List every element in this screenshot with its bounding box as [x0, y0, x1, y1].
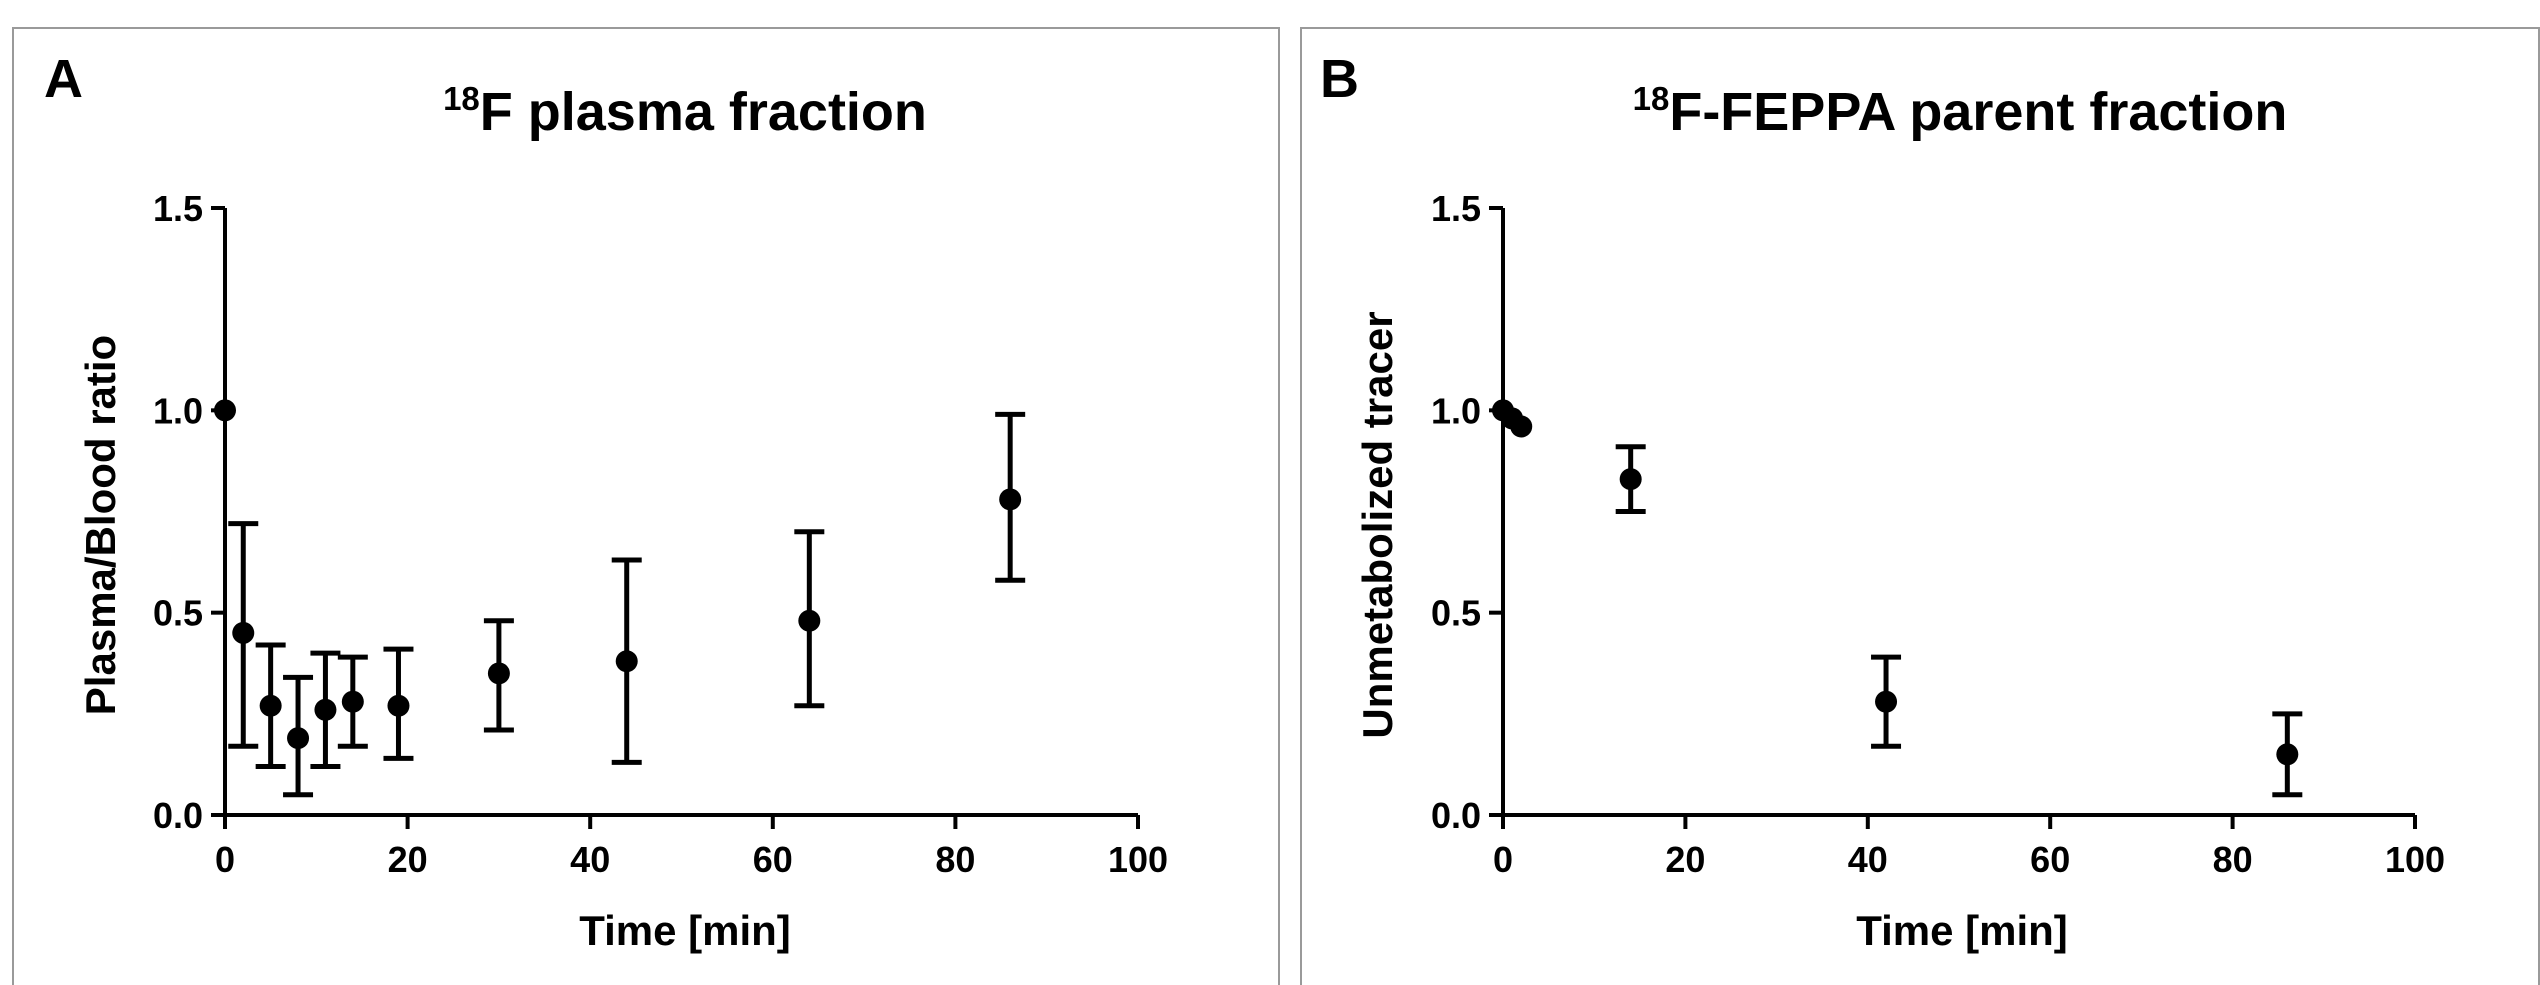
- chart-b-y-axis-label: Unmetabolized tracer: [1354, 311, 1401, 738]
- chart-b-x-tick-label: 80: [2213, 839, 2253, 880]
- chart-a-data-point: [615, 650, 638, 673]
- chart-b-title: 18F-FEPPA parent fraction: [1633, 80, 2288, 142]
- chart-b-y-tick-label: 0.0: [1431, 795, 1481, 836]
- chart-b-data-point: [1875, 690, 1898, 713]
- chart-a-data-point: [287, 727, 310, 750]
- chart-a-y-tick-label: 0.5: [153, 593, 203, 634]
- chart-b-data-point: [2276, 743, 2299, 766]
- chart-a-x-tick-label: 40: [570, 839, 610, 880]
- chart-a-data-point: [314, 698, 337, 721]
- chart-a-plot-area: 0 20 40 60 80 100 0.0 0.5 1.0 1.5: [153, 188, 1168, 880]
- chart-a-data-point: [214, 399, 236, 422]
- chart-a-y-tick-label: 0.0: [153, 795, 203, 836]
- chart-a-data-point: [487, 662, 510, 685]
- chart-b-x-tick-label: 0: [1493, 839, 1513, 880]
- chart-a-y-axis-label: Plasma/Blood ratio: [77, 335, 124, 715]
- chart-b-x-tick-label: 40: [1848, 839, 1888, 880]
- chart-b-x-tick-label: 100: [2385, 839, 2445, 880]
- chart-a-y-tick-label: 1.5: [153, 188, 203, 229]
- chart-a-data-point: [341, 690, 364, 713]
- chart-a-y-tick-label: 1.0: [153, 390, 203, 431]
- chart-a: A 18F plasma fraction Time [min] Plasma/…: [44, 49, 1168, 954]
- chart-b-title-superscript: 18: [1633, 80, 1670, 117]
- chart-b-y-tick-label: 1.5: [1431, 188, 1481, 229]
- chart-b-x-tick-label: 60: [2030, 839, 2070, 880]
- chart-a-x-tick-label: 0: [215, 839, 235, 880]
- panel-a-letter: A: [44, 49, 83, 109]
- chart-b-y-tick-label: 1.0: [1431, 390, 1481, 431]
- chart-b-data-point: [1510, 415, 1533, 438]
- chart-b-plot-area: 0 20 40 60 80 100 0.0 0.5 1.0 1.5: [1431, 188, 2445, 880]
- chart-a-data-point: [999, 488, 1022, 511]
- chart-a-title-superscript: 18: [443, 80, 480, 117]
- chart-a-data-point: [798, 609, 821, 632]
- chart-a-title-main: F plasma fraction: [480, 82, 927, 142]
- chart-a-x-tick-label: 20: [388, 839, 428, 880]
- chart-a-x-tick-label: 60: [753, 839, 793, 880]
- chart-b-x-tick-label: 20: [1665, 839, 1705, 880]
- chart-a-data-point: [387, 694, 410, 717]
- chart-a-title: 18F plasma fraction: [443, 80, 927, 142]
- chart-a-x-tick-label: 100: [1108, 839, 1168, 880]
- chart-b-data-point: [1619, 468, 1642, 491]
- chart-b-x-axis-label: Time [min]: [1856, 907, 2068, 954]
- panel-b-frame: [1300, 27, 2540, 985]
- chart-b-title-main: F-FEPPA parent fraction: [1669, 82, 2287, 142]
- chart-b: B 18F-FEPPA parent fraction Time [min] U…: [1320, 49, 2445, 954]
- chart-a-data-point: [259, 694, 282, 717]
- chart-a-x-tick-label: 80: [935, 839, 975, 880]
- chart-a-x-axis-label: Time [min]: [579, 907, 791, 954]
- chart-b-y-tick-label: 0.5: [1431, 593, 1481, 634]
- panel-b-letter: B: [1320, 49, 1359, 109]
- chart-a-data-point: [232, 621, 255, 644]
